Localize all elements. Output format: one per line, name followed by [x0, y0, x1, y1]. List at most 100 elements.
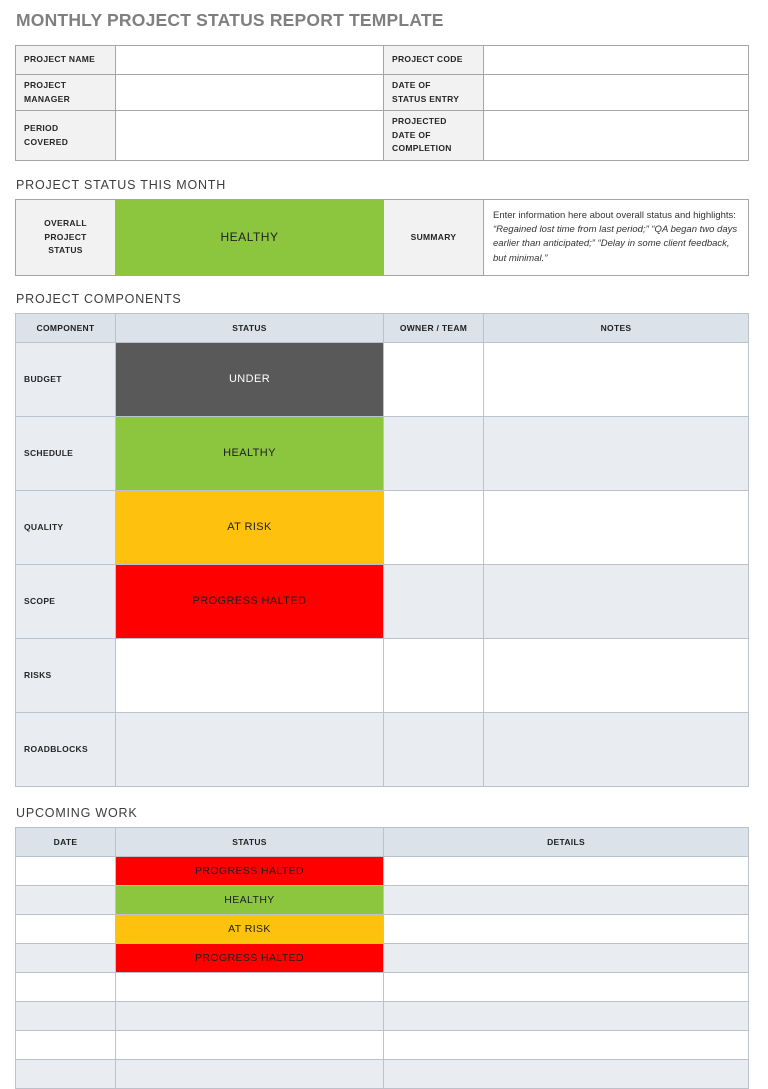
upcoming-status-cell[interactable]: [115, 1058, 384, 1089]
upcoming-details-field[interactable]: [383, 1000, 749, 1031]
quality-notes-field[interactable]: [483, 489, 749, 565]
upcoming-status-cell[interactable]: HEALTHY: [115, 884, 384, 915]
scope-status-cell[interactable]: PROGRESS HALTED: [115, 563, 384, 639]
project-code-field[interactable]: [483, 45, 749, 75]
scope-notes-field[interactable]: [483, 563, 749, 639]
upcoming-date-field[interactable]: [15, 913, 116, 944]
upcoming-status-cell[interactable]: [115, 1000, 384, 1031]
upcoming-details-field[interactable]: [383, 884, 749, 915]
component-name: RISKS: [15, 637, 116, 713]
component-row-quality: QUALITY AT RISK: [15, 489, 749, 565]
schedule-owner-field[interactable]: [383, 415, 484, 491]
status-this-month-table: OVERALL PROJECT STATUS HEALTHY SUMMARY E…: [15, 198, 749, 276]
schedule-status-cell[interactable]: HEALTHY: [115, 415, 384, 491]
upcoming-date-field[interactable]: [15, 942, 116, 973]
status-column-header: STATUS: [115, 826, 384, 857]
component-name: ROADBLOCKS: [15, 711, 116, 787]
project-info-table: PROJECT NAME PROJECT CODE PROJECT MANAGE…: [15, 45, 749, 161]
upcoming-date-field[interactable]: [15, 971, 116, 1002]
section-heading-project-components: PROJECT COMPONENTS: [16, 291, 182, 306]
status-column-header: STATUS: [115, 312, 384, 343]
project-name-field[interactable]: [115, 45, 384, 75]
summary-field[interactable]: Enter information here about overall sta…: [483, 198, 749, 276]
budget-notes-field[interactable]: [483, 341, 749, 417]
section-heading-status-this-month: PROJECT STATUS THIS MONTH: [16, 177, 227, 192]
section-heading-upcoming-work: UPCOMING WORK: [16, 805, 138, 820]
budget-owner-field[interactable]: [383, 341, 484, 417]
upcoming-row: [15, 1029, 749, 1060]
component-row-roadblocks: ROADBLOCKS: [15, 711, 749, 787]
components-header-row: COMPONENT STATUS OWNER / TEAM NOTES: [15, 312, 749, 343]
upcoming-details-field[interactable]: [383, 855, 749, 886]
upcoming-row: [15, 1058, 749, 1089]
upcoming-details-field[interactable]: [383, 942, 749, 973]
projected-completion-label: PROJECTED DATE OF COMPLETION: [383, 110, 484, 161]
component-name: SCHEDULE: [15, 415, 116, 491]
upcoming-header-row: DATE STATUS DETAILS: [15, 826, 749, 857]
date-of-status-entry-label: DATE OF STATUS ENTRY: [383, 73, 484, 112]
quality-owner-field[interactable]: [383, 489, 484, 565]
upcoming-details-field[interactable]: [383, 971, 749, 1002]
upcoming-date-field[interactable]: [15, 1000, 116, 1031]
upcoming-date-field[interactable]: [15, 884, 116, 915]
upcoming-row: AT RISK: [15, 913, 749, 944]
component-row-scope: SCOPE PROGRESS HALTED: [15, 563, 749, 639]
risks-notes-field[interactable]: [483, 637, 749, 713]
upcoming-date-field[interactable]: [15, 855, 116, 886]
roadblocks-owner-field[interactable]: [383, 711, 484, 787]
upcoming-row: HEALTHY: [15, 884, 749, 915]
upcoming-work-table: DATE STATUS DETAILS PROGRESS HALTED HEAL…: [15, 826, 749, 1089]
schedule-notes-field[interactable]: [483, 415, 749, 491]
upcoming-details-field[interactable]: [383, 913, 749, 944]
upcoming-details-field[interactable]: [383, 1029, 749, 1060]
upcoming-status-cell[interactable]: PROGRESS HALTED: [115, 855, 384, 886]
component-name: QUALITY: [15, 489, 116, 565]
risks-status-cell[interactable]: [115, 637, 384, 713]
budget-status-cell[interactable]: UNDER: [115, 341, 384, 417]
component-row-budget: BUDGET UNDER: [15, 341, 749, 417]
project-name-label: PROJECT NAME: [15, 45, 116, 75]
project-code-label: PROJECT CODE: [383, 45, 484, 75]
upcoming-row: [15, 971, 749, 1002]
info-row: PERIOD COVERED PROJECTED DATE OF COMPLET…: [15, 110, 749, 161]
component-name: BUDGET: [15, 341, 116, 417]
page-title: MONTHLY PROJECT STATUS REPORT TEMPLATE: [16, 10, 444, 30]
component-row-schedule: SCHEDULE HEALTHY: [15, 415, 749, 491]
summary-label: SUMMARY: [383, 198, 484, 276]
details-column-header: DETAILS: [383, 826, 749, 857]
date-column-header: DATE: [15, 826, 116, 857]
upcoming-date-field[interactable]: [15, 1029, 116, 1060]
upcoming-date-field[interactable]: [15, 1058, 116, 1089]
quality-status-cell[interactable]: AT RISK: [115, 489, 384, 565]
component-name: SCOPE: [15, 563, 116, 639]
overall-project-status-label: OVERALL PROJECT STATUS: [15, 198, 116, 276]
overall-status-cell[interactable]: HEALTHY: [115, 198, 384, 276]
project-manager-field[interactable]: [115, 73, 384, 112]
project-components-table: COMPONENT STATUS OWNER / TEAM NOTES BUDG…: [15, 312, 749, 787]
upcoming-status-cell[interactable]: [115, 1029, 384, 1060]
upcoming-row: [15, 1000, 749, 1031]
component-row-risks: RISKS: [15, 637, 749, 713]
projected-completion-field[interactable]: [483, 110, 749, 161]
info-row: PROJECT MANAGER DATE OF STATUS ENTRY: [15, 73, 749, 112]
status-row: OVERALL PROJECT STATUS HEALTHY SUMMARY E…: [15, 198, 749, 276]
info-row: PROJECT NAME PROJECT CODE: [15, 45, 749, 75]
upcoming-row: PROGRESS HALTED: [15, 942, 749, 973]
upcoming-details-field[interactable]: [383, 1058, 749, 1089]
upcoming-status-cell[interactable]: AT RISK: [115, 913, 384, 944]
period-covered-field[interactable]: [115, 110, 384, 161]
scope-owner-field[interactable]: [383, 563, 484, 639]
upcoming-row: PROGRESS HALTED: [15, 855, 749, 886]
upcoming-status-cell[interactable]: PROGRESS HALTED: [115, 942, 384, 973]
project-manager-label: PROJECT MANAGER: [15, 73, 116, 112]
risks-owner-field[interactable]: [383, 637, 484, 713]
roadblocks-status-cell[interactable]: [115, 711, 384, 787]
summary-intro-text: Enter information here about overall sta…: [493, 209, 736, 221]
period-covered-label: PERIOD COVERED: [15, 110, 116, 161]
component-column-header: COMPONENT: [15, 312, 116, 343]
upcoming-status-cell[interactable]: [115, 971, 384, 1002]
notes-column-header: NOTES: [483, 312, 749, 343]
date-of-status-entry-field[interactable]: [483, 73, 749, 112]
roadblocks-notes-field[interactable]: [483, 711, 749, 787]
